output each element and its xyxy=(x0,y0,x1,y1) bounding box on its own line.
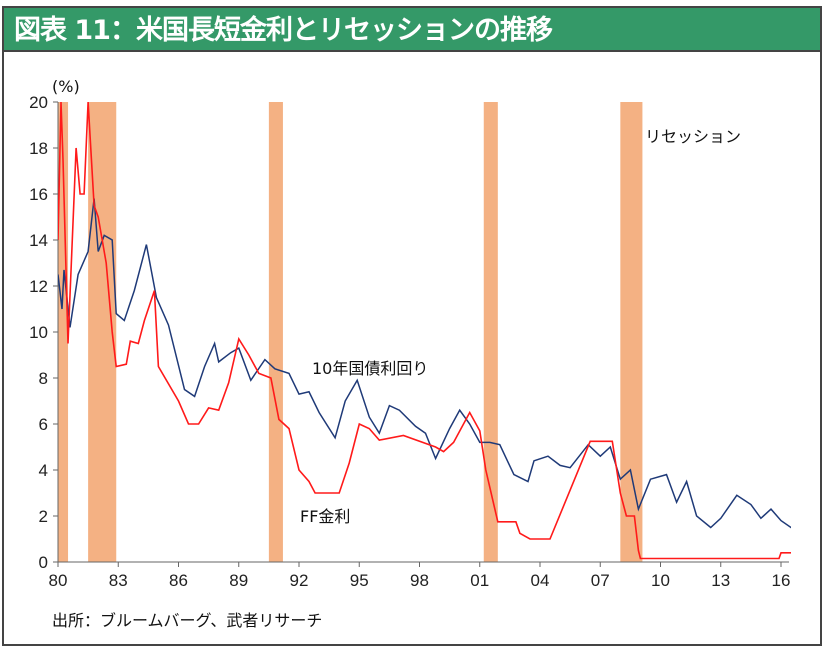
y-tick-label: 16 xyxy=(29,185,48,204)
chart-title: 図表 11：米国長短金利とリセッションの推移 xyxy=(2,6,822,52)
recession-band xyxy=(268,102,283,562)
x-tick-label: 01 xyxy=(470,571,489,590)
y-axis-unit: (%) xyxy=(52,77,80,96)
x-tick-label: 07 xyxy=(591,571,610,590)
series-line-ff xyxy=(58,102,791,560)
x-tick-label: 89 xyxy=(229,571,248,590)
recession-bands xyxy=(58,102,643,562)
y-tick-label: 4 xyxy=(39,461,48,480)
series-label-ff: FF金利 xyxy=(300,507,350,526)
x-tick-label: 92 xyxy=(290,571,309,590)
axes: 0 2 4 6 8 10 12 14 16 18 20 80 83 86 89 92 95 98 01 04 07 10 1… xyxy=(29,93,790,590)
recession-label: リセッション xyxy=(645,127,741,146)
x-tick-label: 04 xyxy=(531,571,550,590)
y-tick-label: 0 xyxy=(39,553,48,572)
series-lines xyxy=(58,102,791,560)
series-line-yield10 xyxy=(58,198,791,529)
x-tick-label: 95 xyxy=(350,571,369,590)
y-tick-label: 10 xyxy=(29,323,48,342)
recession-band xyxy=(483,102,498,562)
y-tick-label: 20 xyxy=(29,93,48,112)
recession-band xyxy=(58,102,69,562)
x-tick-label: 86 xyxy=(169,571,188,590)
y-tick-label: 6 xyxy=(39,415,48,434)
x-tick-label: 80 xyxy=(49,571,68,590)
y-tick-label: 2 xyxy=(39,507,48,526)
x-tick-label: 16 xyxy=(772,571,791,590)
y-tick-label: 18 xyxy=(29,139,48,158)
x-tick-label: 98 xyxy=(410,571,429,590)
y-tick-label: 14 xyxy=(29,231,48,250)
x-tick-label: 13 xyxy=(711,571,730,590)
recession-band xyxy=(620,102,643,562)
x-tick-label: 83 xyxy=(109,571,128,590)
x-tick-label: 10 xyxy=(651,571,670,590)
source-note: 出所：ブルームバーグ、武者リサーチ xyxy=(52,611,322,630)
y-tick-label: 8 xyxy=(39,369,48,388)
series-label-yield10: 10年国債利回り xyxy=(312,359,428,378)
y-tick-label: 12 xyxy=(29,277,48,296)
